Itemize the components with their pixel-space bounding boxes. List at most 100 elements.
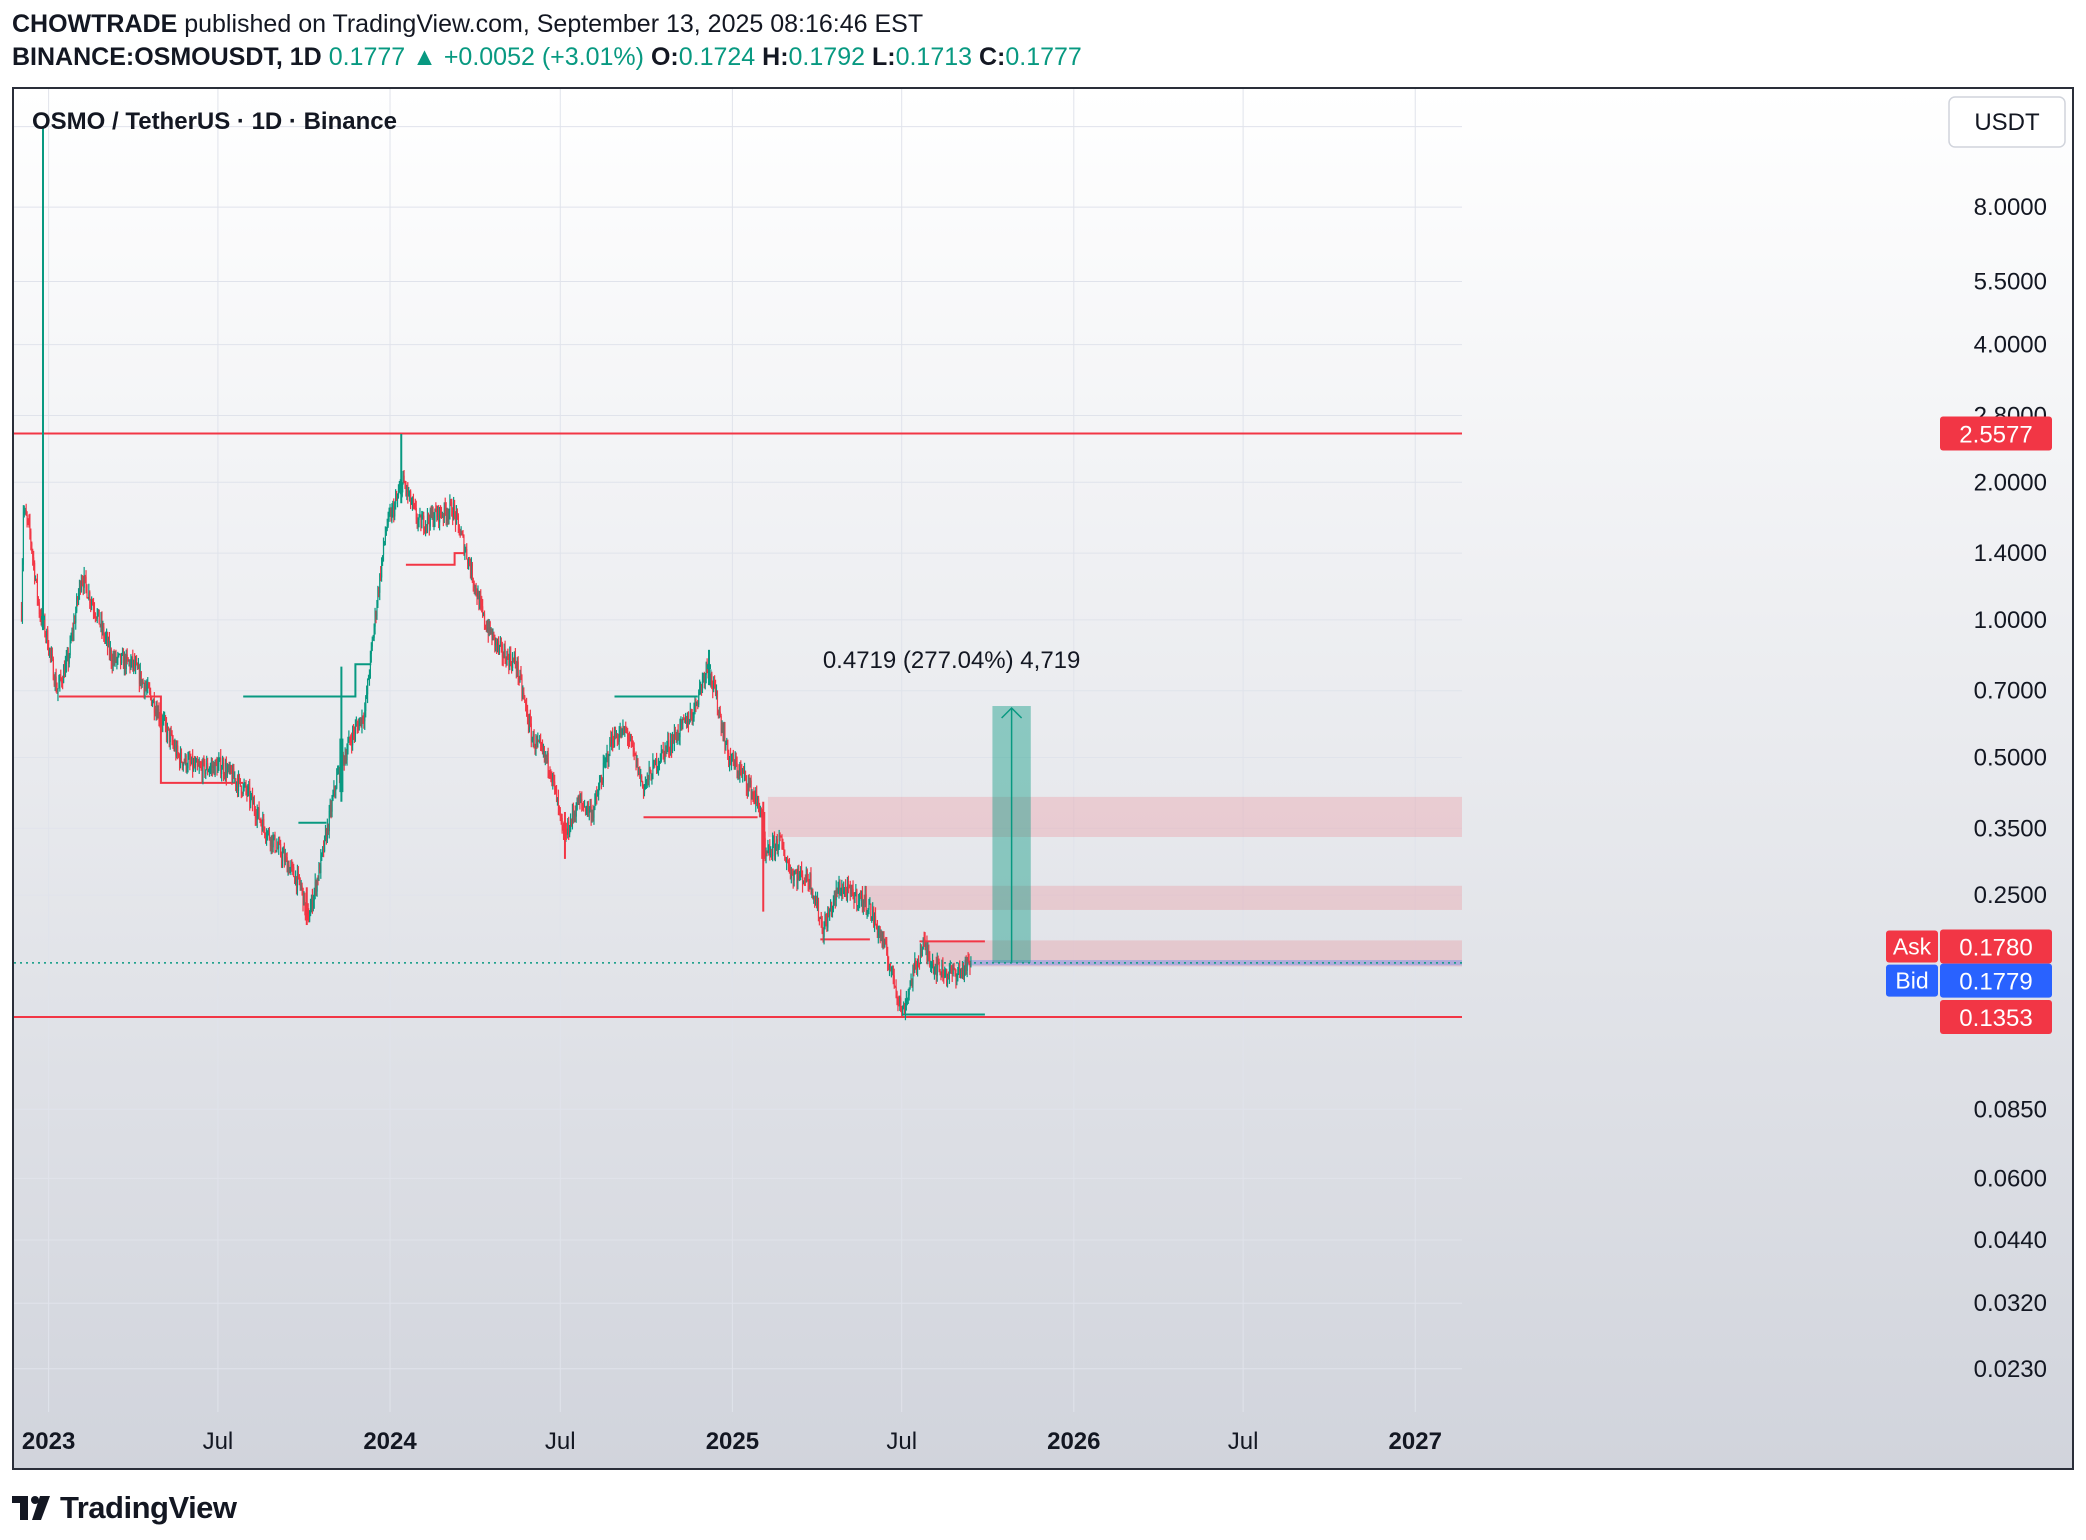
candle-body bbox=[223, 762, 225, 775]
footer-brand[interactable]: TradingView bbox=[12, 1488, 237, 1528]
candle bbox=[279, 836, 281, 846]
candle-body bbox=[827, 912, 829, 928]
candle-body bbox=[612, 734, 614, 745]
candle bbox=[370, 642, 372, 663]
candle-body bbox=[512, 659, 514, 668]
candle bbox=[496, 638, 498, 654]
candle bbox=[658, 760, 661, 771]
candle-body bbox=[614, 731, 616, 747]
candle bbox=[524, 694, 526, 704]
candle bbox=[529, 709, 531, 728]
candle bbox=[612, 735, 615, 748]
candle bbox=[420, 514, 422, 532]
candle-body bbox=[25, 510, 27, 516]
price-axis[interactable]: 12.00008.00005.50004.00002.80002.00001.4… bbox=[1886, 114, 2052, 1383]
candle bbox=[727, 739, 729, 760]
candle bbox=[598, 775, 601, 791]
candle-body bbox=[714, 680, 716, 687]
candle-body bbox=[836, 887, 838, 894]
candle bbox=[21, 558, 24, 624]
candle-body bbox=[611, 734, 613, 745]
candle bbox=[503, 643, 505, 659]
candle-body bbox=[379, 574, 381, 593]
candle bbox=[857, 905, 859, 911]
candle bbox=[688, 718, 690, 725]
candle bbox=[213, 761, 215, 776]
candle-body bbox=[353, 730, 355, 733]
candle-body bbox=[457, 515, 459, 525]
candle bbox=[480, 589, 482, 611]
candle bbox=[633, 742, 635, 761]
candle-body bbox=[544, 755, 546, 757]
candle bbox=[895, 979, 897, 999]
candle bbox=[359, 717, 361, 727]
candle-body bbox=[239, 776, 241, 779]
candle-body bbox=[460, 532, 462, 535]
candle-body bbox=[465, 549, 467, 551]
candle-body bbox=[543, 748, 545, 757]
candle-body bbox=[245, 783, 247, 791]
candle bbox=[666, 740, 668, 755]
candle-body bbox=[449, 501, 451, 512]
candle-body bbox=[231, 772, 233, 783]
candle bbox=[269, 837, 271, 852]
candle bbox=[931, 961, 933, 974]
candle-body bbox=[363, 720, 365, 722]
candle bbox=[450, 498, 452, 507]
candle bbox=[677, 724, 679, 741]
candle-body bbox=[406, 486, 408, 493]
candle-body bbox=[31, 542, 33, 552]
candle bbox=[254, 806, 256, 826]
price-chart[interactable]: 0.4719 (277.04%) 4,719 12.00008.00005.50… bbox=[14, 89, 2072, 1468]
candle bbox=[381, 555, 384, 566]
candle-body bbox=[60, 675, 62, 680]
candle bbox=[281, 847, 284, 869]
candle-body bbox=[424, 529, 426, 531]
time-axis[interactable]: 2023 Jul 2024 Jul 2025 Jul 2026 Jul 2027 bbox=[22, 1428, 1442, 1455]
candle bbox=[863, 894, 865, 912]
candle bbox=[652, 753, 654, 780]
candle bbox=[959, 960, 961, 978]
candle bbox=[519, 669, 521, 683]
candle bbox=[818, 916, 820, 926]
spike-body bbox=[304, 903, 309, 921]
candle bbox=[240, 785, 242, 799]
currency-button[interactable]: USDT bbox=[1948, 96, 2066, 148]
candle-body bbox=[604, 761, 606, 763]
candle bbox=[664, 742, 666, 765]
candle-body bbox=[936, 958, 938, 976]
candle-body bbox=[815, 899, 817, 902]
candle bbox=[725, 740, 727, 751]
candle-body bbox=[923, 938, 925, 940]
candle-body bbox=[402, 475, 404, 484]
candle-body bbox=[94, 614, 96, 617]
candle bbox=[244, 782, 246, 788]
candle bbox=[378, 586, 380, 598]
candle bbox=[560, 813, 562, 825]
candle bbox=[811, 887, 813, 899]
candle-body bbox=[804, 881, 806, 883]
measure-tool[interactable]: 0.4719 (277.04%) 4,719 bbox=[823, 647, 1081, 963]
candle bbox=[963, 965, 965, 983]
candle bbox=[250, 790, 252, 809]
candle-body bbox=[26, 515, 28, 520]
candle-body bbox=[828, 912, 830, 916]
candle-body bbox=[246, 790, 248, 794]
candle bbox=[792, 868, 794, 889]
candle bbox=[151, 699, 154, 708]
author-name[interactable]: CHOWTRADE bbox=[12, 10, 178, 38]
candle-body bbox=[222, 762, 224, 770]
candle-body bbox=[200, 766, 202, 768]
candle-body bbox=[689, 711, 691, 721]
candle-body bbox=[504, 649, 506, 661]
candle-body bbox=[51, 654, 53, 659]
candle bbox=[528, 713, 531, 733]
candle bbox=[559, 807, 561, 822]
candle-body bbox=[733, 761, 735, 769]
candle bbox=[724, 721, 726, 754]
candle-body bbox=[70, 639, 72, 641]
time-tick-label: 2026 bbox=[1047, 1428, 1100, 1455]
candle bbox=[890, 966, 893, 978]
candle bbox=[812, 888, 814, 900]
candle-body bbox=[943, 976, 945, 978]
